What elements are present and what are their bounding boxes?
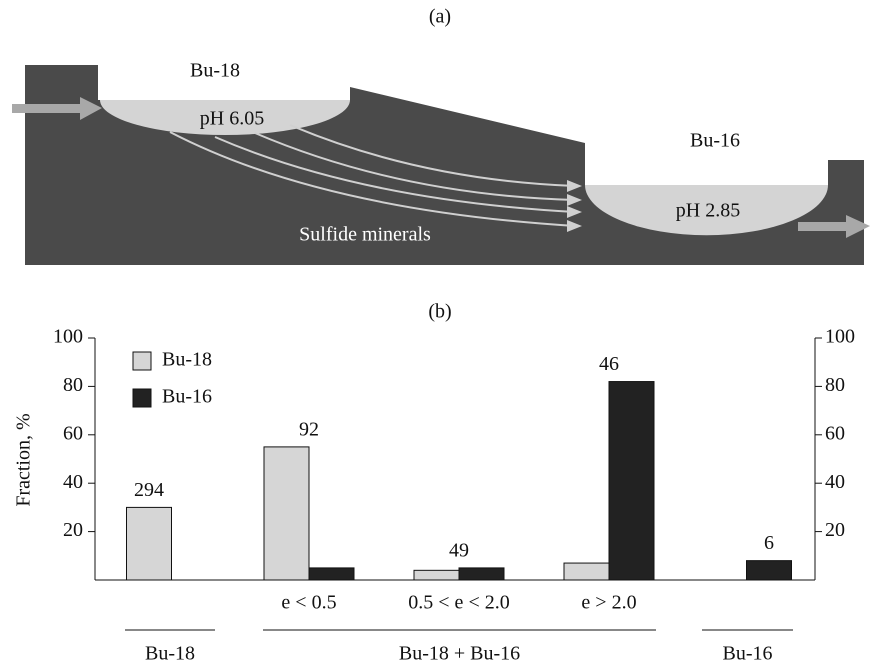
x-tick-label: e > 2.0 <box>581 592 636 614</box>
lake-ph: pH 6.05 <box>200 108 264 130</box>
count-label: 6 <box>764 532 774 554</box>
bar <box>747 561 792 580</box>
annotation: Sulfide minerals <box>299 224 431 246</box>
bar <box>459 568 504 580</box>
y-tick-label: 60 <box>63 422 83 444</box>
legend-swatch <box>133 389 151 407</box>
group-label: Bu-18 <box>145 643 195 665</box>
count-label: 46 <box>599 353 619 375</box>
legend-label: Bu-16 <box>162 386 212 408</box>
bar <box>264 447 309 580</box>
y-tick-label: 40 <box>63 471 83 493</box>
y-axis-label: Fraction, % <box>13 413 35 506</box>
x-tick-label: 0.5 < e < 2.0 <box>408 592 509 614</box>
bar <box>564 563 609 580</box>
count-label: 294 <box>134 479 164 501</box>
y2-tick-label: 100 <box>825 326 855 348</box>
x-tick-label: e < 0.5 <box>281 592 336 614</box>
bar <box>609 382 654 580</box>
legend-label: Bu-18 <box>162 349 212 371</box>
y2-tick-label: 40 <box>825 471 845 493</box>
y-tick-label: 100 <box>53 326 83 348</box>
chart-title: (b) <box>428 301 451 323</box>
panel-label: (a) <box>429 6 451 28</box>
terrain <box>25 65 864 265</box>
y2-tick-label: 20 <box>825 519 845 541</box>
y-tick-label: 80 <box>63 374 83 396</box>
y2-tick-label: 60 <box>825 422 845 444</box>
count-label: 92 <box>299 418 319 440</box>
lake-ph: pH 2.85 <box>676 200 740 222</box>
lake-name: Bu-16 <box>690 130 740 152</box>
bar <box>414 570 459 580</box>
bar <box>309 568 354 580</box>
bar <box>127 507 172 580</box>
y2-tick-label: 80 <box>825 374 845 396</box>
figure: (a) Bu-18 pH 6.05 Bu-16 pH 2.85 Sulfide … <box>0 0 879 665</box>
lake-name: Bu-18 <box>190 60 240 82</box>
group-label: Bu-18 + Bu-16 <box>399 643 520 665</box>
count-label: 49 <box>449 539 469 561</box>
y-tick-label: 20 <box>63 519 83 541</box>
group-label: Bu-16 <box>723 643 773 665</box>
legend-swatch <box>133 352 151 370</box>
